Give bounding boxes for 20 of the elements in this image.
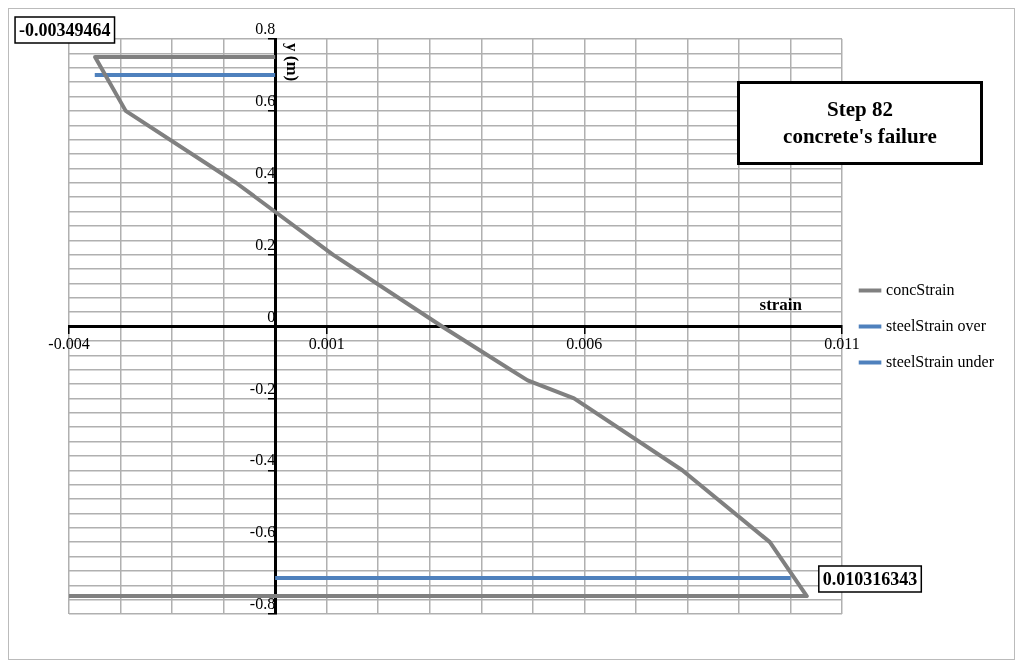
y-tick-label: 0.8 <box>255 20 276 38</box>
y-axis-title: y (m) <box>283 43 303 82</box>
y-tick-label: 0.2 <box>255 235 276 253</box>
x-tick-label: -0.004 <box>48 335 90 353</box>
y-tick-label: -0.2 <box>249 379 276 397</box>
x-tick-label: 0.001 <box>308 335 345 353</box>
x-tick-label: 0.011 <box>824 335 860 353</box>
x-tick-label: 0.006 <box>566 335 603 353</box>
y-tick-label: -0.6 <box>249 523 276 541</box>
legend-label: concStrain <box>886 280 955 298</box>
y-tick-label: 0.4 <box>255 163 276 181</box>
annotation: -0.00349464 <box>19 19 111 40</box>
y-tick-label: 0.6 <box>255 92 276 110</box>
legend-label: steelStrain under <box>886 352 995 370</box>
annotation: 0.010316343 <box>822 568 918 589</box>
y-tick-label: -0.4 <box>249 451 276 469</box>
y-tick-label: -0.8 <box>249 595 276 613</box>
text-box: Step 82 concrete's failure <box>737 81 983 165</box>
x-axis-title: strain <box>759 295 803 315</box>
legend-label: steelStrain over <box>886 316 987 334</box>
